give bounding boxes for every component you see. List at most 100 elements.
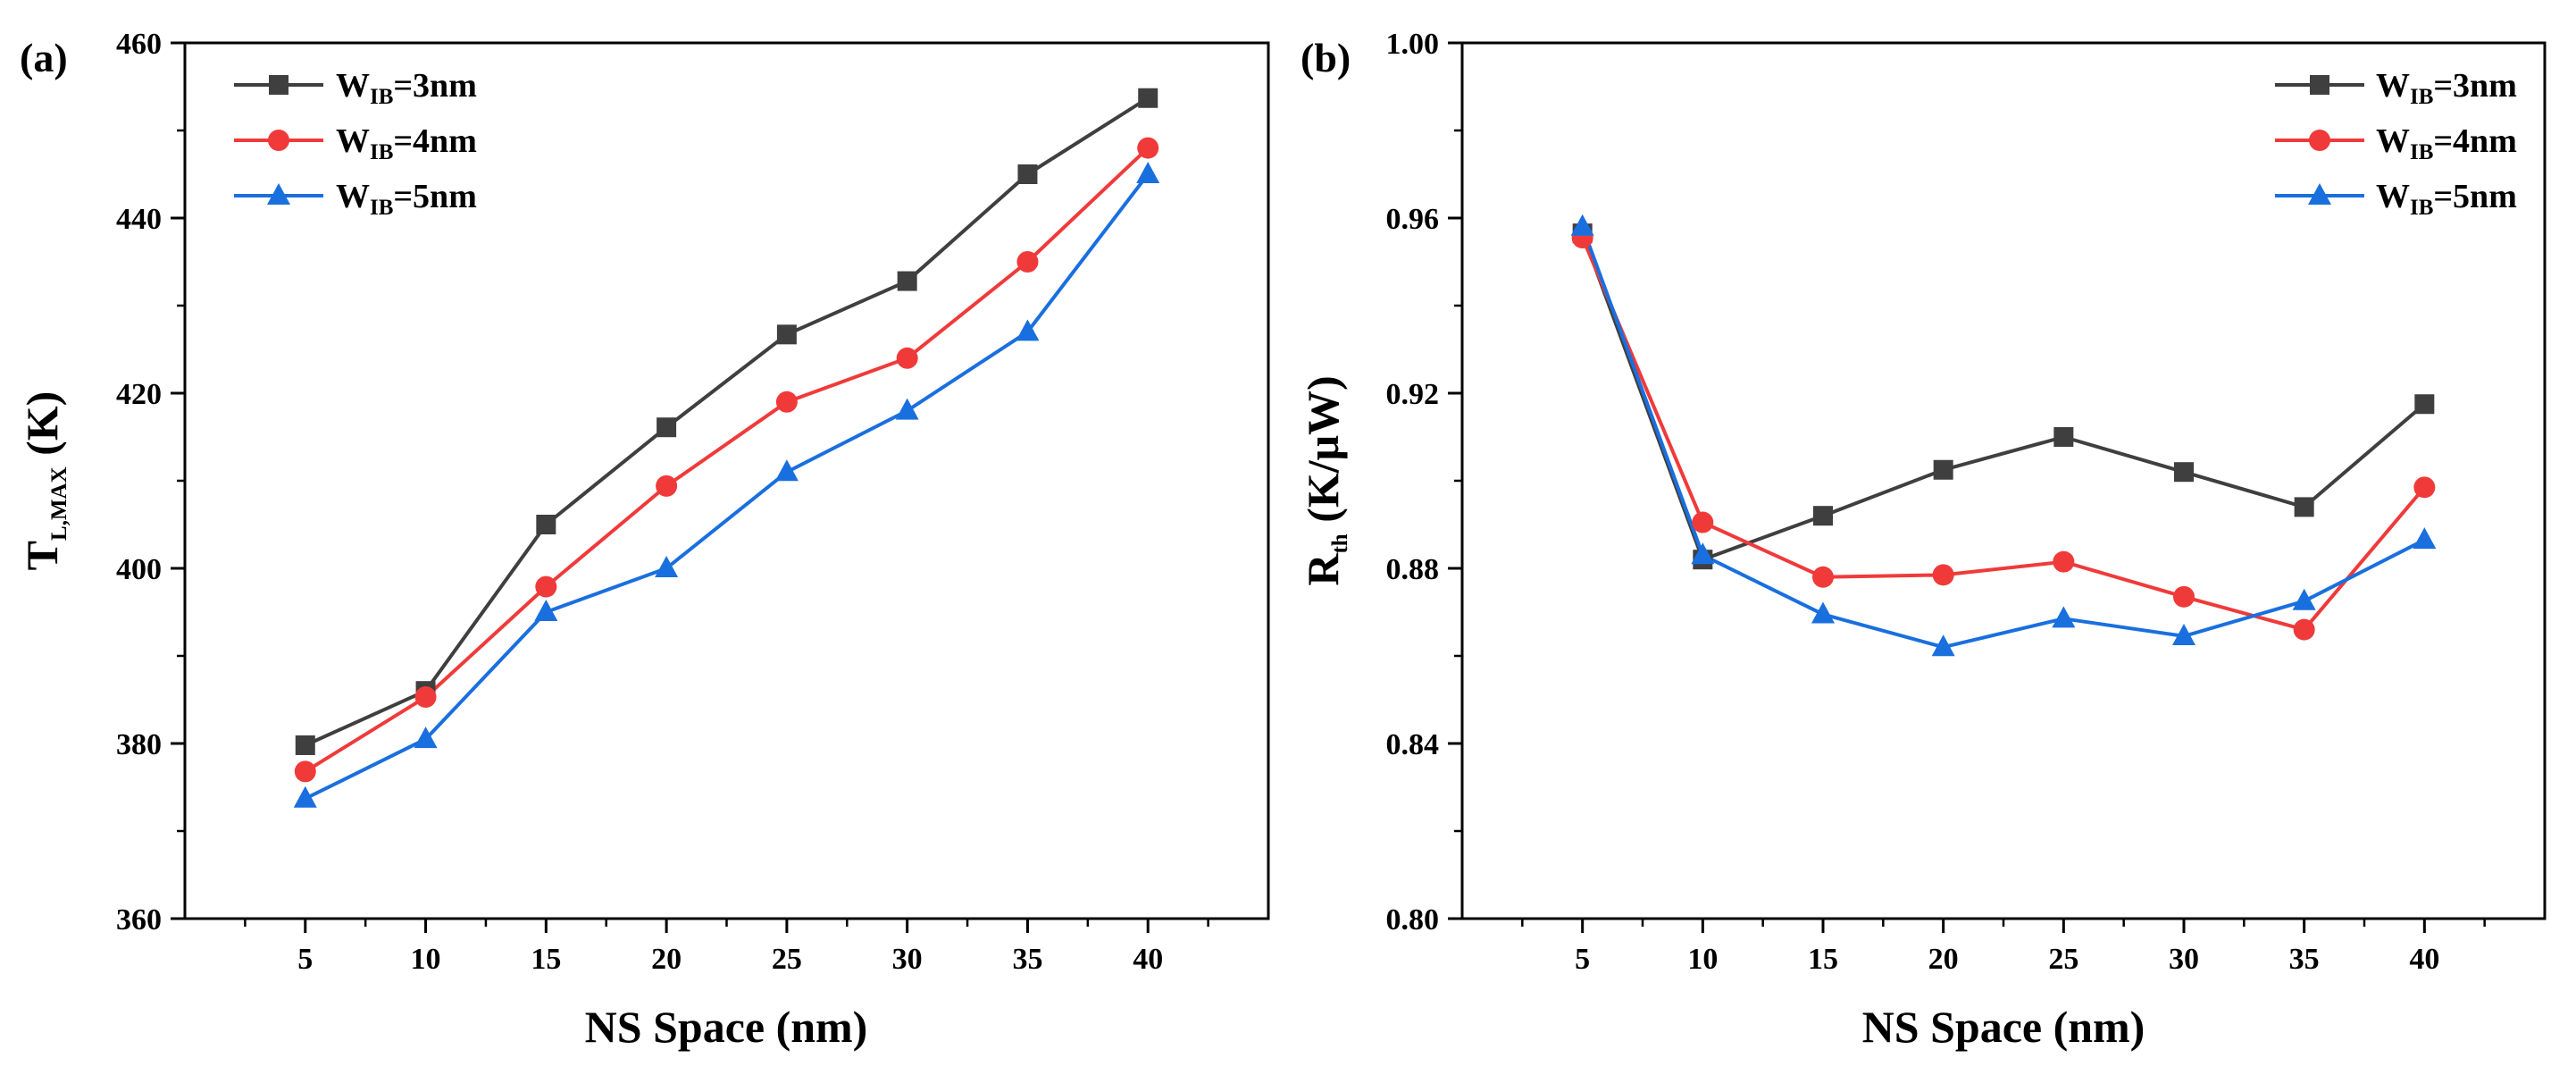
square-marker-icon (269, 75, 289, 95)
panel-a-y-tick-label: 420 (116, 378, 162, 411)
legend-sub: IB (2410, 85, 2433, 109)
panel-a-series-1-point (657, 417, 677, 438)
panel-a-series-2-point (896, 347, 918, 369)
panel-b-series-3-point (2172, 623, 2195, 645)
panel-b-y-title-sub: th (1328, 533, 1352, 553)
legend-sub: IB (370, 196, 393, 220)
panel-b-series (1570, 214, 2437, 657)
panel-a-series-2-point (1016, 251, 1039, 273)
legend-rest: =5nm (393, 178, 476, 215)
legend-rest: =3nm (2433, 67, 2516, 105)
panel-b-series-1-point (2414, 394, 2435, 415)
panel-a-y-tick-label: 360 (116, 903, 162, 936)
panel-b-axes: 5 10 15 20 25 30 35 40 0.80 0.84 0.88 0.92 0.96 1.00 (1386, 28, 2486, 976)
panel-b-plot-frame (1460, 41, 2547, 920)
panel-b-series-2-point (1692, 511, 1714, 533)
panel-a-x-tick-label: 25 (772, 943, 802, 976)
panel-a-y-title-sub: L,MAX (47, 466, 71, 541)
panel-a-series-1-point (295, 735, 315, 755)
panel-b-y-tick-label: 1.00 (1386, 28, 1440, 61)
panel-b-y-tick-label: 0.88 (1386, 553, 1440, 586)
panel-a-y-tick-label: 400 (116, 553, 162, 586)
panel-b-legend: WIB=3nm WIB=4nm WIB=5nm (2275, 67, 2517, 220)
panel-b-legend-label-3: WIB=5nm (2376, 178, 2517, 220)
panel-a-label: (a) (20, 35, 68, 80)
panel-a-series-1-point (1017, 164, 1038, 184)
panel-a-series-line-1 (304, 97, 1150, 747)
panel-a-y-title-main: T (17, 541, 67, 570)
panel-b-series-2-point (2053, 550, 2075, 573)
panel-a-series-1-point (1138, 88, 1158, 108)
panel-b: (b) 5 10 15 20 25 30 35 40 0.80 0.84 0.88 0.92 0.96 1… (1298, 28, 2547, 1052)
panel-b-label: (b) (1301, 35, 1351, 80)
panel-b-y-tick-label: 0.96 (1386, 203, 1440, 236)
panel-a-x-tick-label: 40 (1133, 943, 1163, 976)
panel-b-series-2-point (1812, 566, 1834, 588)
panel-b-series-2-point (2173, 585, 2195, 608)
panel-b-series-1-point (2174, 462, 2194, 483)
panel-b-y-axis-title: Rth (K/μW) (1298, 375, 1352, 585)
panel-a-series-3-point (534, 600, 558, 621)
panel-a-legend-item-2: WIB=4nm (234, 122, 477, 164)
panel-a-series-2-point (535, 575, 557, 598)
panel-a-series-3-point (293, 785, 317, 808)
legend-main: W (336, 122, 370, 160)
panel-b-series-2-point (1932, 564, 1954, 586)
panel-b-x-tick-label: 20 (1928, 943, 1959, 976)
panel-a-y-tick-label: 460 (116, 28, 162, 61)
panel-b-series-2-point (2413, 476, 2436, 499)
panel-b-x-tick-label: 35 (2289, 943, 2320, 976)
legend-main: W (2376, 67, 2410, 105)
legend-rest: =5nm (2433, 178, 2516, 215)
legend-sub: IB (2410, 196, 2433, 220)
panel-a-series-3-point (655, 556, 679, 577)
legend-rest: =3nm (393, 67, 476, 105)
panel-a-series-2-point (656, 475, 678, 497)
panel-b-y-title-unit: (K/μW) (1298, 375, 1348, 533)
panel-a-legend-label-3: WIB=5nm (336, 178, 477, 220)
panel-a-legend-label-2: WIB=4nm (336, 122, 477, 164)
panel-a-series (293, 88, 1160, 808)
panel-b-series-1-point (2294, 497, 2314, 517)
legend-sub: IB (370, 140, 393, 164)
panel-a-y-tick-label: 380 (116, 728, 162, 761)
panel-b-legend-label-1: WIB=3nm (2376, 67, 2517, 109)
panel-a-legend-item-3: WIB=5nm (234, 178, 477, 220)
panel-b-series-3-point (1570, 214, 1594, 236)
panel-a-series-3-point (1016, 319, 1040, 341)
panel-b-series-3-point (1811, 601, 1835, 624)
panel-b-series-3-point (2413, 527, 2437, 550)
panel-a-series-2-point (294, 760, 316, 783)
panel-a-x-tick-label: 35 (1012, 943, 1042, 976)
panel-a-y-title-unit: (K) (17, 391, 67, 467)
panel-a-series-1-point (776, 324, 797, 345)
legend-sub: IB (2410, 140, 2433, 164)
panel-a-legend-label-1: WIB=3nm (336, 67, 477, 109)
panel-b-legend-label-2: WIB=4nm (2376, 122, 2517, 164)
panel-b-series-3-point (1931, 634, 1955, 657)
legend-main: W (2376, 178, 2410, 215)
panel-a-series-1-point (536, 515, 556, 534)
panel-a-x-tick-label: 15 (531, 943, 561, 976)
triangle-marker-icon (267, 183, 290, 205)
panel-b-x-tick-label: 30 (2169, 943, 2199, 976)
panel-a-series-3-point (774, 459, 799, 482)
panel-b-y-title-main: R (1298, 553, 1348, 586)
legend-main: W (336, 178, 370, 215)
panel-a-series-3-point (414, 726, 438, 749)
panel-a-y-axis-title: TL,MAX (K) (17, 391, 71, 571)
panel-a-legend-item-1: WIB=3nm (234, 67, 477, 109)
panel-a-series-line-3 (304, 172, 1150, 801)
square-marker-icon (2310, 75, 2329, 95)
panel-a-x-tick-label: 5 (297, 943, 313, 976)
panel-a-series-line-2 (304, 147, 1150, 774)
panel-a-x-axis-title: NS Space (nm) (585, 1002, 868, 1052)
panel-a-x-tick-label: 20 (651, 943, 682, 976)
panel-b-series-line-2 (1580, 237, 2426, 632)
legend-main: W (2376, 122, 2410, 160)
panel-b-series-3-point (2292, 588, 2316, 610)
legend-sub: IB (370, 85, 393, 109)
circle-marker-icon (268, 130, 289, 151)
